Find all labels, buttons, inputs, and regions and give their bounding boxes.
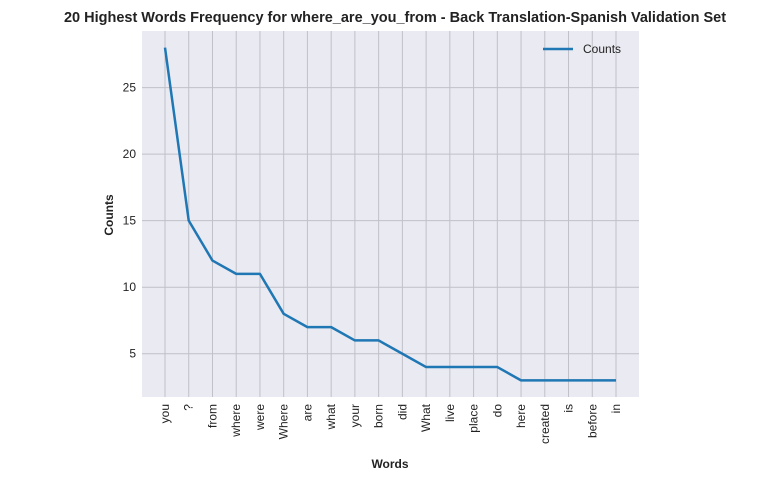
x-tick-label: you (158, 404, 172, 423)
x-tick-labels: you? from where were Where are what your born did… (158, 403, 623, 444)
x-tick-label: What (419, 403, 433, 432)
y-axis-label: Counts (102, 194, 116, 236)
y-tick-label: 10 (123, 280, 137, 294)
y-tick-label: 15 (123, 214, 137, 228)
x-axis-label: Words (371, 457, 408, 471)
plot-area (142, 31, 639, 397)
x-tick-label: your (348, 404, 362, 427)
grid-lines (142, 31, 639, 397)
x-tick-label: do (490, 404, 504, 418)
y-tick-label: 25 (123, 81, 137, 95)
x-tick-label: where (229, 404, 243, 438)
x-tick-label: are (300, 404, 314, 422)
x-tick-label: what (324, 403, 338, 430)
x-tick-label: did (395, 404, 409, 420)
legend: Counts (543, 42, 621, 56)
x-tick-label: live (443, 404, 457, 422)
x-tick-label: from (205, 404, 219, 428)
x-tick-label: in (609, 404, 623, 413)
y-tick-label: 5 (129, 347, 136, 361)
x-tick-label: here (514, 404, 528, 428)
y-tick-label: 20 (123, 147, 137, 161)
series-lines (163, 47, 617, 382)
chart-title: 20 Highest Words Frequency for where_are… (64, 10, 726, 26)
x-tick-label: were (253, 404, 267, 431)
x-tick-label: is (562, 404, 576, 413)
x-tick-label: place (467, 404, 481, 433)
series-line-counts (163, 47, 616, 382)
x-tick-label: born (372, 404, 386, 428)
x-tick-label: before (585, 404, 599, 438)
legend-label: Counts (583, 42, 621, 56)
x-tick-label: ? (182, 404, 196, 411)
y-tick-labels: 5 10 15 20 25 (123, 81, 137, 361)
x-tick-label: created (538, 404, 552, 444)
x-tick-label: Where (277, 404, 291, 440)
